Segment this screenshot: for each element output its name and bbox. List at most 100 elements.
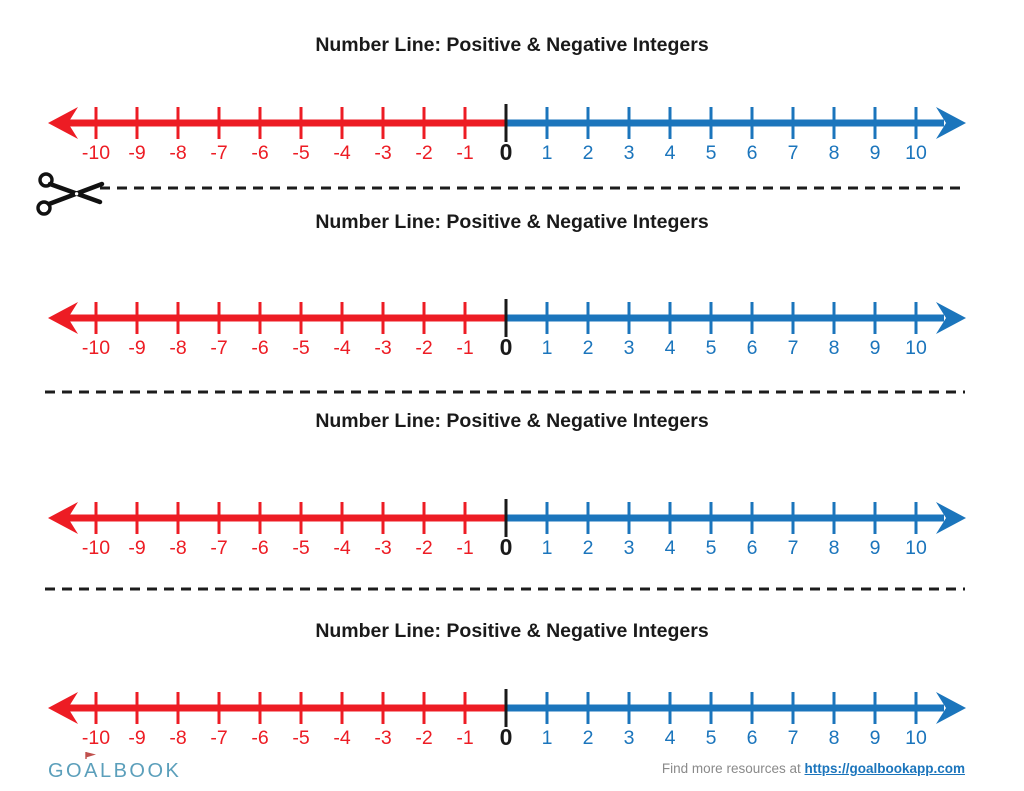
label--10: -10 [82, 537, 110, 559]
label-4: 4 [665, 727, 676, 749]
label--10: -10 [82, 337, 110, 359]
label--2: -2 [415, 537, 432, 559]
label-3: 3 [624, 142, 635, 164]
label--10: -10 [82, 142, 110, 164]
right-arrow-icon [936, 502, 966, 534]
logo-flag-icon [86, 752, 96, 758]
label--3: -3 [374, 537, 391, 559]
label-1: 1 [542, 727, 553, 749]
resources-prefix: Find more resources at [661, 761, 801, 776]
label--9: -9 [128, 337, 145, 359]
label--2: -2 [415, 727, 432, 749]
label--8: -8 [169, 337, 186, 359]
label-0: 0 [500, 724, 513, 750]
left-arrow-icon [48, 502, 78, 534]
left-arrow-icon [48, 692, 78, 724]
label-3: 3 [624, 727, 635, 749]
numberline-title-1: Number Line: Positive & Negative Integer… [315, 34, 709, 56]
label-6: 6 [747, 142, 758, 164]
label--6: -6 [251, 337, 268, 359]
label-4: 4 [665, 537, 676, 559]
label-9: 9 [870, 537, 881, 559]
left-arrow-icon [48, 107, 78, 139]
label--1: -1 [456, 727, 473, 749]
footer-resources: Find more resources at https://goalbooka… [662, 761, 965, 776]
label-6: 6 [747, 727, 758, 749]
label--8: -8 [169, 727, 186, 749]
label-2: 2 [583, 337, 594, 359]
numberline-3: -10 -9 -8 -7 -6 -5 -4 -3 -2 -1 0 1 2 3 4 5 6 7 8 9 10 [0, 478, 1024, 563]
numberline-1: -10 -9 -8 -7 -6 -5 -4 -3 -2 -1 0 1 2 3 4 5 6 7 8 9 10 [0, 83, 1024, 168]
left-arrow-icon [48, 302, 78, 334]
numberline-svg: -10 -9 -8 -7 -6 -5 -4 -3 -2 -1 0 1 2 3 4 5 6 7 8 9 10 [48, 104, 966, 165]
label-7: 7 [788, 337, 799, 359]
numberline-title-2: Number Line: Positive & Negative Integer… [315, 211, 709, 233]
label--9: -9 [128, 537, 145, 559]
label--7: -7 [210, 142, 227, 164]
label-5: 5 [706, 337, 717, 359]
label--7: -7 [210, 727, 227, 749]
label--3: -3 [374, 727, 391, 749]
label--5: -5 [292, 537, 309, 559]
label-7: 7 [788, 727, 799, 749]
label--7: -7 [210, 537, 227, 559]
numberline-svg: -10 -9 -8 -7 -6 -5 -4 -3 -2 -1 0 1 2 3 4 5 6 7 8 9 10 [48, 689, 966, 750]
label-6: 6 [747, 537, 758, 559]
label--9: -9 [128, 727, 145, 749]
label-8: 8 [829, 537, 840, 559]
right-arrow-icon [936, 302, 966, 334]
label-10: 10 [905, 142, 927, 164]
label-1: 1 [542, 337, 553, 359]
numberline-svg: -10 -9 -8 -7 -6 -5 -4 -3 -2 -1 0 1 2 3 4 5 6 7 8 9 10 [48, 299, 966, 360]
label-5: 5 [706, 537, 717, 559]
label--4: -4 [333, 337, 350, 359]
label-1: 1 [542, 142, 553, 164]
label--1: -1 [456, 337, 473, 359]
label-9: 9 [870, 142, 881, 164]
label--6: -6 [251, 537, 268, 559]
label-10: 10 [905, 727, 927, 749]
label--2: -2 [415, 337, 432, 359]
label-2: 2 [583, 727, 594, 749]
label-0: 0 [500, 334, 513, 360]
label-6: 6 [747, 337, 758, 359]
label--5: -5 [292, 142, 309, 164]
label--9: -9 [128, 142, 145, 164]
label--4: -4 [333, 537, 350, 559]
label--5: -5 [292, 337, 309, 359]
label-9: 9 [870, 727, 881, 749]
label-7: 7 [788, 537, 799, 559]
label-7: 7 [788, 142, 799, 164]
label--2: -2 [415, 142, 432, 164]
right-arrow-icon [936, 692, 966, 724]
label--8: -8 [169, 142, 186, 164]
numberline-svg: -10 -9 -8 -7 -6 -5 -4 -3 -2 -1 0 1 2 3 4 5 6 7 8 9 10 [48, 499, 966, 560]
goalbook-logo: GOALBOOK [46, 750, 206, 784]
label-10: 10 [905, 337, 927, 359]
label--10: -10 [82, 727, 110, 749]
label-3: 3 [624, 337, 635, 359]
numberline-title-3: Number Line: Positive & Negative Integer… [315, 410, 709, 432]
label-5: 5 [706, 142, 717, 164]
label-5: 5 [706, 727, 717, 749]
label-9: 9 [870, 337, 881, 359]
label--3: -3 [374, 337, 391, 359]
numberline-2: -10 -9 -8 -7 -6 -5 -4 -3 -2 -1 0 1 2 3 4 5 6 7 8 9 10 [0, 278, 1024, 363]
label-10: 10 [905, 537, 927, 559]
label--4: -4 [333, 142, 350, 164]
cut-line-2 [45, 390, 965, 394]
numberline-title-4: Number Line: Positive & Negative Integer… [315, 620, 709, 642]
label--1: -1 [456, 142, 473, 164]
resources-link[interactable]: https://goalbookapp.com [804, 761, 966, 776]
label-8: 8 [829, 337, 840, 359]
label-4: 4 [665, 142, 676, 164]
label--3: -3 [374, 142, 391, 164]
label-2: 2 [583, 142, 594, 164]
logo-text: GOALBOOK [48, 760, 181, 782]
label--7: -7 [210, 337, 227, 359]
numberline-4: -10 -9 -8 -7 -6 -5 -4 -3 -2 -1 0 1 2 3 4 5 6 7 8 9 10 [0, 668, 1024, 753]
label-2: 2 [583, 537, 594, 559]
label-8: 8 [829, 142, 840, 164]
label--8: -8 [169, 537, 186, 559]
